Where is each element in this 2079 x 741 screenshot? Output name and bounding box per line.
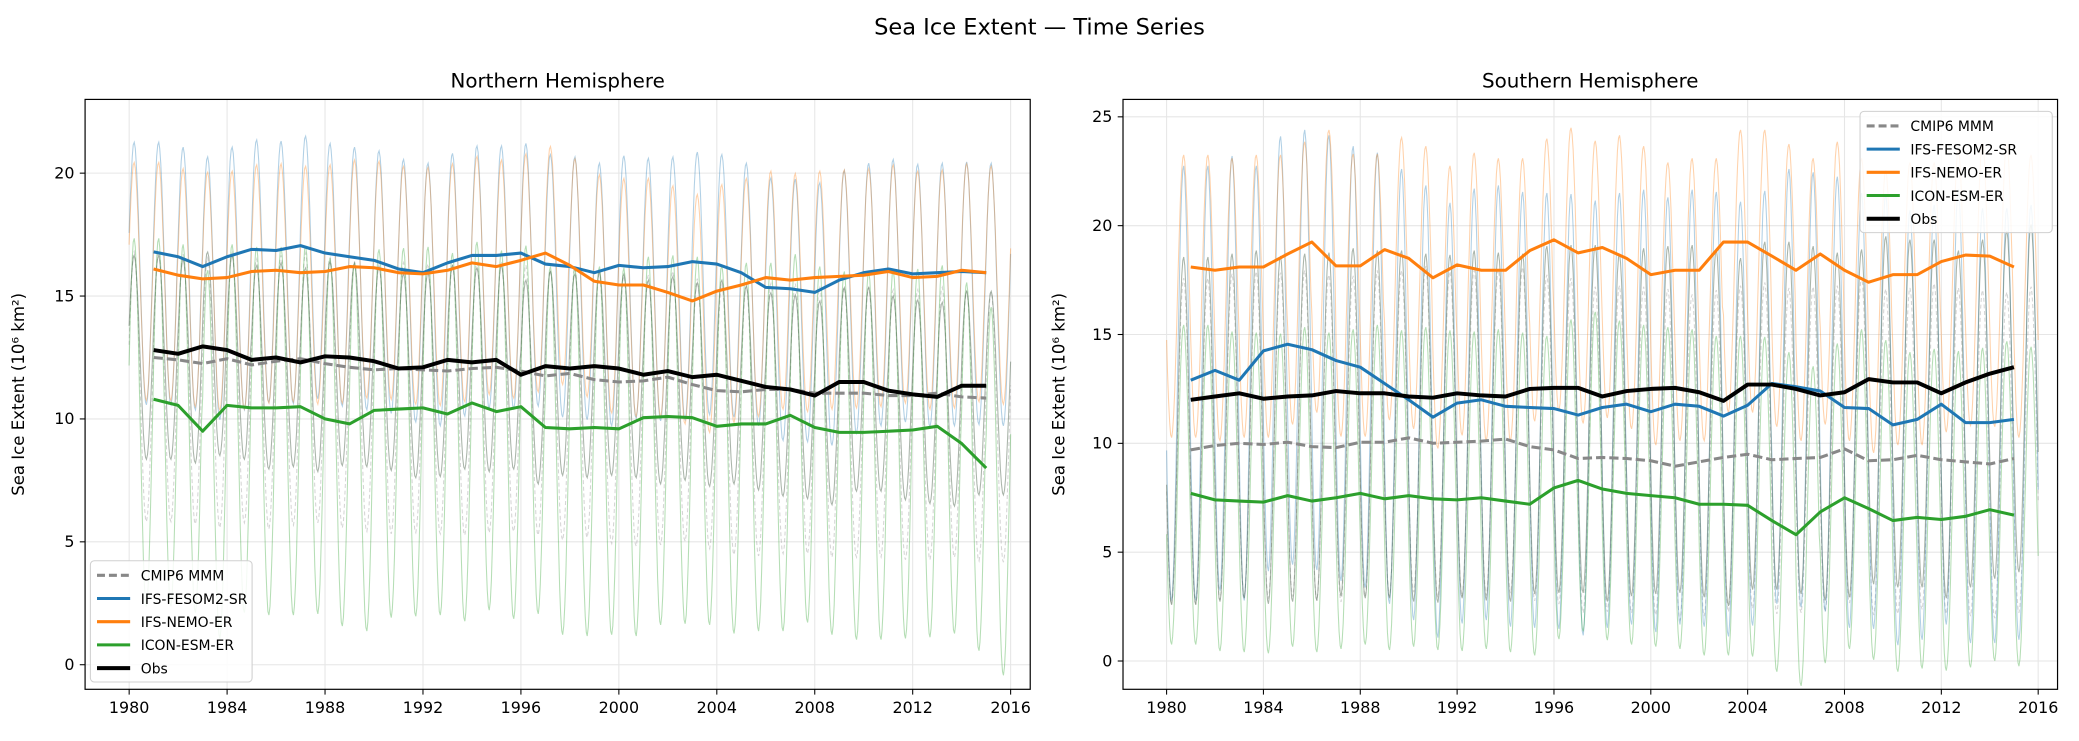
monthly-line-obs: [128, 250, 1012, 508]
x-tick-label: 2016: [990, 698, 1030, 717]
legend-label: IFS-NEMO-ER: [1910, 166, 2002, 182]
y-tick-label: 20: [1092, 216, 1112, 235]
y-tick-label: 15: [54, 286, 74, 305]
x-tick-label: 2016: [2018, 698, 2058, 717]
legend-item: IFS-NEMO-ER: [1866, 166, 2002, 182]
panel-title: Northern Hemisphere: [450, 69, 664, 92]
axes-frame: [1122, 98, 2059, 690]
y-tick-label: 10: [54, 409, 74, 428]
figure-title: Sea Ice Extent — Time Series: [874, 14, 1205, 40]
y-tick-label: 0: [64, 655, 74, 674]
monthly-line-ifs-nemo-er: [1166, 127, 2039, 453]
legend-item: ICON-ESM-ER: [1866, 189, 2004, 205]
y-axis-label: Sea Ice Extent (10⁶ km²): [9, 293, 28, 496]
legend-item: IFS-NEMO-ER: [97, 615, 233, 631]
legend: CMIP6 MMM IFS-FESOM2-SR IFS-NEMO-ER ICON-ES…: [1859, 110, 2053, 234]
x-tick-label: 1980: [1146, 698, 1186, 717]
legend-label: CMIP6 MMM: [141, 569, 224, 585]
panel-title: Southern Hemisphere: [1482, 69, 1699, 92]
x-tick-label: 2012: [892, 698, 932, 717]
legend-label: ICON-ESM-ER: [141, 638, 235, 654]
monthly-line-obs: [1166, 224, 2039, 607]
annual-line-icon-esm-er: [1190, 478, 2015, 537]
y-tick-label: 25: [1092, 107, 1112, 126]
legend-item: IFS-FESOM2-SR: [97, 592, 248, 608]
x-tick-label: 1992: [403, 698, 443, 717]
annual-line-icon-esm-er: [153, 397, 988, 470]
y-tick-label: 0: [1102, 651, 1112, 670]
annual-line-ifs-fesom2-sr: [1190, 342, 2015, 427]
x-tick-label: 2008: [1824, 698, 1864, 717]
southern-hemisphere-panel: 1980 1984 1988 1992 1996 2000 2004 2008 2012 2016…: [1050, 69, 2059, 717]
legend-label: IFS-FESOM2-SR: [1910, 142, 2017, 158]
monthly-line-ifs-nemo-er: [128, 144, 1012, 435]
x-tick-label: 2008: [795, 698, 835, 717]
legend-label: Obs: [1910, 212, 1937, 228]
legend-box: [1859, 110, 2053, 234]
y-axis-label: Sea Ice Extent (10⁶ km²): [1050, 293, 1069, 496]
axes-frame: [84, 98, 1031, 690]
legend-item: CMIP6 MMM: [97, 569, 224, 585]
x-tick-label: 1980: [109, 698, 149, 717]
monthly-line-ifs-fesom2-sr: [128, 134, 1012, 446]
monthly-line-icon-esm-er: [1166, 311, 2039, 687]
legend-item: CMIP6 MMM: [1866, 119, 1994, 135]
legend-label: CMIP6 MMM: [1910, 119, 1993, 135]
legend-item: Obs: [97, 661, 168, 677]
legend-label: ICON-ESM-ER: [1910, 189, 2004, 205]
monthly-line-icon-esm-er: [128, 238, 1012, 676]
x-tick-label: 2012: [1921, 698, 1961, 717]
x-tick-label: 1992: [1437, 698, 1477, 717]
legend-label: Obs: [141, 661, 168, 677]
x-tick-label: 1996: [501, 698, 541, 717]
y-tick-label: 20: [54, 163, 74, 182]
annual-line-obs: [153, 344, 987, 399]
y-tick-label: 15: [1092, 325, 1112, 344]
northern-hemisphere-panel: 1980 1984 1988 1992 1996 2000 2004 2008 2012 2016…: [9, 69, 1031, 717]
y-tick-label: 5: [1102, 542, 1112, 561]
x-tick-label: 2004: [1727, 698, 1767, 717]
annual-line-cmip6-mmm: [1190, 436, 2015, 468]
legend: CMIP6 MMM IFS-FESOM2-SR IFS-NEMO-ER ICON-ES…: [89, 560, 253, 683]
legend-item: ICON-ESM-ER: [97, 638, 234, 654]
legend-label: IFS-FESOM2-SR: [141, 592, 248, 608]
x-tick-label: 1996: [1534, 698, 1574, 717]
annual-line-ifs-nemo-er: [1190, 238, 2015, 284]
legend-box: [89, 560, 253, 683]
legend-item: Obs: [1866, 212, 1937, 228]
x-tick-label: 2000: [599, 698, 639, 717]
x-tick-label: 1988: [1340, 698, 1380, 717]
x-tick-label: 2004: [697, 698, 737, 717]
annual-line-obs: [1190, 365, 2015, 403]
x-tick-label: 2000: [1631, 698, 1671, 717]
annual-line-ifs-nemo-er: [153, 251, 987, 303]
x-tick-label: 1984: [207, 698, 247, 717]
y-tick-label: 5: [64, 532, 74, 551]
y-tick-label: 10: [1092, 434, 1112, 453]
legend-label: IFS-NEMO-ER: [141, 615, 233, 631]
x-tick-label: 1984: [1243, 698, 1283, 717]
x-tick-label: 1988: [305, 698, 345, 717]
legend-item: IFS-FESOM2-SR: [1866, 142, 2017, 158]
